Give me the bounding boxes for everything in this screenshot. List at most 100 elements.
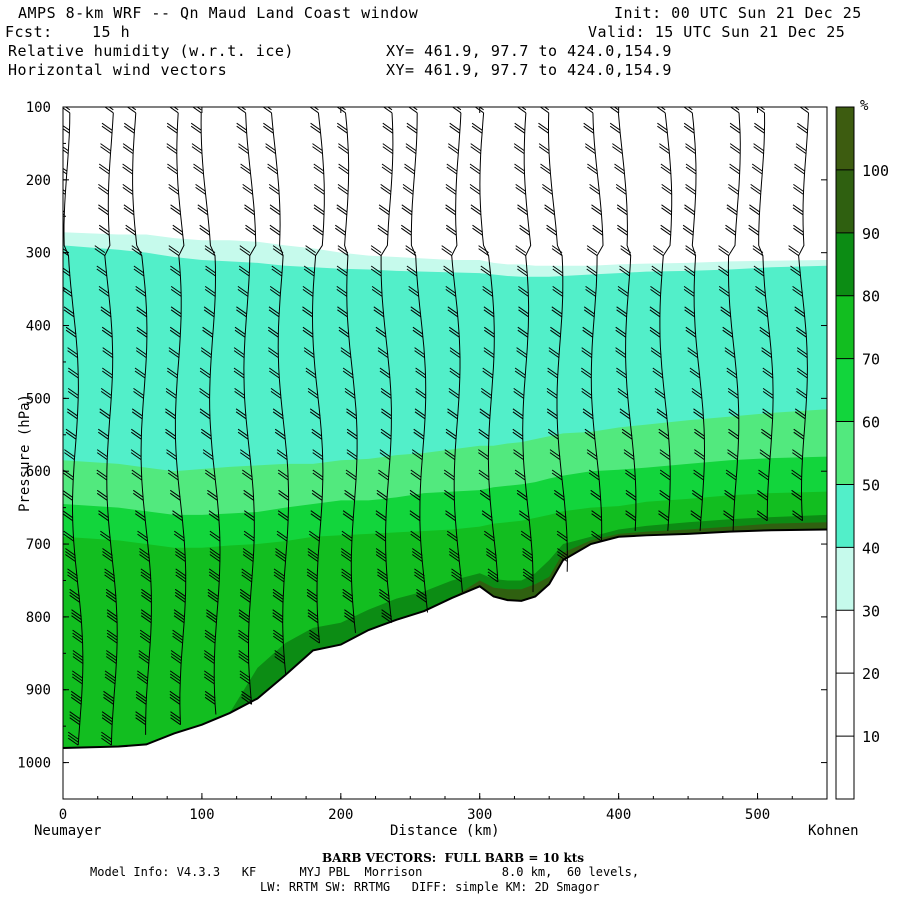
wind-barb-flag bbox=[340, 350, 352, 359]
wind-barb-flag bbox=[548, 431, 559, 440]
wind-barb-flag bbox=[193, 163, 204, 172]
wind-barb-flag bbox=[98, 166, 110, 175]
wind-barb-flag bbox=[621, 431, 633, 440]
wind-barb-flag bbox=[170, 309, 182, 318]
colorbar: 10 20 30 40 50 60 70 80 90 100 bbox=[835, 106, 889, 800]
wind-barb-flag bbox=[238, 265, 250, 274]
wind-barb-flag bbox=[755, 285, 766, 294]
wind-barb-flag bbox=[338, 326, 350, 335]
wind-barb-flag bbox=[169, 107, 179, 114]
wind-barb-flag bbox=[582, 411, 594, 420]
wind-barb-flag bbox=[238, 653, 249, 661]
wind-barb-flag bbox=[337, 309, 348, 318]
wind-barb-flag bbox=[557, 554, 568, 562]
wind-barb-flag bbox=[590, 489, 601, 498]
wind-barb-flag bbox=[380, 431, 392, 440]
wind-barb-flag bbox=[546, 387, 558, 396]
wind-barb-flag bbox=[613, 107, 619, 111]
wind-barb-flag bbox=[135, 513, 146, 522]
wind-barb-flag bbox=[167, 472, 179, 481]
wind-barb-flag bbox=[519, 224, 530, 233]
wind-barb-flag bbox=[105, 588, 117, 597]
wind-barb-flag bbox=[237, 288, 249, 297]
wind-barb-flag bbox=[346, 452, 358, 461]
x-axis-label: Distance (km) bbox=[390, 823, 500, 839]
wind-barb-flag bbox=[244, 513, 255, 522]
wind-barb-flag bbox=[751, 163, 763, 172]
colorbar-label: 60 bbox=[862, 414, 880, 432]
wind-barb-flag bbox=[376, 492, 388, 501]
wind-barb-flag bbox=[516, 107, 527, 114]
wind-barb-flag bbox=[133, 268, 145, 277]
wind-barb-flag bbox=[415, 370, 426, 379]
wind-barb-flag bbox=[106, 609, 118, 618]
terrain-layer bbox=[63, 528, 827, 799]
wind-barb-flag bbox=[207, 588, 219, 597]
wind-barb-flag bbox=[96, 469, 108, 478]
wind-barb-flag bbox=[727, 449, 738, 458]
wind-barb-flag bbox=[749, 207, 760, 216]
wind-barb-flag bbox=[67, 350, 78, 359]
wind-barb-flag bbox=[104, 676, 116, 685]
wind-barb-flag bbox=[401, 204, 413, 213]
wind-barb-flag bbox=[204, 632, 216, 641]
wind-barb-flag bbox=[175, 571, 186, 580]
wind-barb-flag bbox=[238, 656, 249, 664]
wind-barb-flag bbox=[441, 248, 452, 257]
wind-barb-flag bbox=[138, 650, 150, 658]
wind-barb-flag bbox=[341, 571, 352, 580]
wind-barb-flag bbox=[478, 248, 489, 257]
wind-barb-flag bbox=[444, 449, 456, 458]
wind-barb-flag bbox=[140, 571, 152, 580]
wind-barb-flag bbox=[652, 370, 664, 379]
wind-barb-flag bbox=[726, 370, 738, 379]
wind-barb-flag bbox=[656, 107, 666, 114]
wind-barb-flag bbox=[64, 452, 75, 461]
wind-barb-flag bbox=[658, 513, 669, 522]
wind-barb-flag bbox=[381, 612, 392, 621]
wind-barb-flag bbox=[793, 183, 804, 192]
wind-barb-flag bbox=[794, 306, 805, 315]
wind-barb-flag bbox=[337, 122, 348, 131]
wind-barb-flag bbox=[444, 489, 455, 498]
wind-barb-flag bbox=[659, 492, 670, 501]
wind-barb-flag bbox=[139, 548, 150, 556]
wind-barb-flag bbox=[276, 449, 288, 458]
wind-barb-flag bbox=[552, 285, 563, 294]
wind-barb-flag bbox=[99, 408, 110, 417]
wind-barb-flag bbox=[791, 492, 802, 501]
wind-barb-flag bbox=[72, 632, 83, 641]
wind-barb-flag bbox=[63, 128, 70, 134]
wind-barb-flag bbox=[272, 588, 284, 597]
wind-barb-flag bbox=[375, 548, 387, 556]
wind-barb-flag bbox=[515, 245, 526, 254]
wind-barb-flag bbox=[517, 265, 528, 274]
wind-barb-flag bbox=[271, 265, 283, 274]
wind-barb-flag bbox=[309, 408, 321, 417]
colorbar-unit: % bbox=[860, 98, 869, 114]
wind-barb-flag bbox=[762, 370, 774, 379]
wind-barb-flag bbox=[795, 143, 807, 152]
wind-barb-flag bbox=[268, 329, 279, 338]
wind-barb-flag bbox=[67, 574, 78, 583]
wind-barb-flag bbox=[757, 309, 768, 318]
wind-barb-flag bbox=[175, 568, 186, 577]
y-axis: 100 200 300 400 500 600 700 800 900 1000 bbox=[17, 100, 827, 800]
wind-barb-flag bbox=[272, 609, 283, 618]
wind-barb-flag bbox=[303, 347, 315, 356]
wind-barb-shaft bbox=[451, 112, 463, 593]
wind-barb-flag bbox=[169, 676, 181, 685]
wind-barb-flag bbox=[480, 265, 492, 274]
wind-barb-flag bbox=[123, 207, 135, 216]
wind-barb-flag bbox=[175, 574, 186, 583]
wind-barb-flag bbox=[447, 411, 458, 420]
wind-barb-flag bbox=[209, 533, 221, 542]
wind-barb-flag bbox=[658, 510, 669, 519]
colorbar-label: 90 bbox=[862, 225, 880, 243]
wind-barb-flag bbox=[479, 411, 491, 420]
wind-barb-flag bbox=[725, 224, 736, 233]
wind-barb-flag bbox=[341, 530, 353, 539]
wind-barb-flag bbox=[614, 163, 625, 172]
wind-barb-flag bbox=[619, 265, 630, 274]
wind-barb-flag bbox=[105, 594, 117, 603]
